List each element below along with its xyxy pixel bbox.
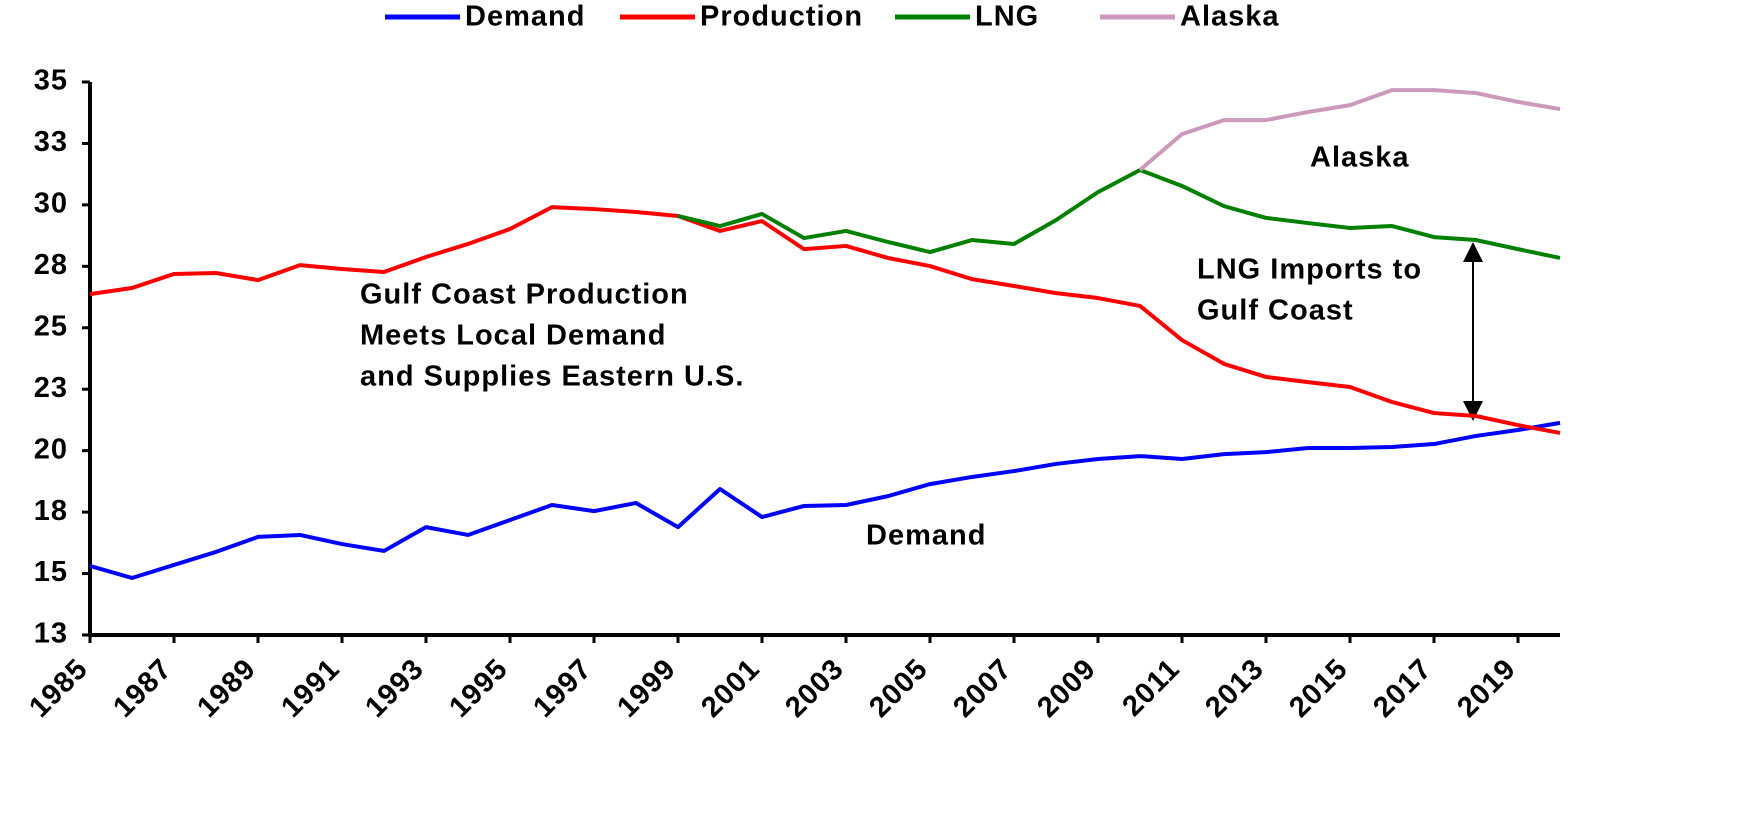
- x-tick-label: 1999: [611, 653, 682, 724]
- y-tick-label: 35: [34, 65, 68, 97]
- x-tick-label: 1995: [443, 653, 514, 724]
- y-tick-label: 23: [34, 372, 68, 404]
- y-tick-label: 20: [34, 433, 68, 465]
- line-series: [89, 205, 1561, 435]
- x-tick-label: 1997: [527, 653, 598, 724]
- x-tick-label: 2013: [1199, 653, 1270, 724]
- y-tick-label: 18: [34, 495, 68, 527]
- line-series: [677, 167, 1561, 260]
- x-tick-label: 2009: [1031, 653, 1102, 724]
- legend-label: Demand: [465, 1, 585, 33]
- x-tick-label: 1991: [275, 653, 346, 724]
- annotation: and Supplies Eastern U.S.: [360, 361, 744, 393]
- legend-label: LNG: [975, 1, 1039, 33]
- x-tick-label: 1987: [107, 653, 178, 724]
- y-tick-label: 28: [34, 249, 68, 281]
- y-tick-label: 33: [34, 126, 68, 158]
- y-tick-label: 25: [34, 310, 68, 342]
- x-tick-label: 2001: [695, 653, 766, 724]
- x-tick-label: 2011: [1116, 653, 1186, 723]
- annotation: Meets Local Demand: [360, 320, 666, 352]
- x-tick-label: 1989: [191, 653, 262, 724]
- x-tick-label: 2003: [779, 653, 850, 724]
- y-tick-label: 13: [34, 618, 68, 650]
- annotation: Gulf Coast Production: [360, 279, 689, 311]
- y-tick-label: 15: [34, 556, 68, 588]
- annotation: Alaska: [1310, 142, 1410, 174]
- annotation: LNG Imports to: [1197, 254, 1422, 286]
- annotation: Gulf Coast: [1197, 295, 1354, 327]
- x-tick-label: 1993: [359, 653, 430, 724]
- x-tick-label: 2005: [863, 653, 934, 724]
- x-tick-label: 1985: [23, 653, 94, 724]
- legend-label: Production: [700, 1, 863, 33]
- annotation: Demand: [866, 520, 986, 552]
- legend-label: Alaska: [1180, 1, 1280, 33]
- y-tick-label: 30: [34, 188, 68, 220]
- x-tick-label: 2019: [1451, 653, 1522, 724]
- line-series: [1138, 88, 1561, 172]
- line-series: [89, 420, 1561, 580]
- x-tick-label: 2015: [1283, 653, 1354, 724]
- x-tick-label: 2007: [947, 653, 1018, 724]
- x-tick-label: 2017: [1367, 653, 1438, 724]
